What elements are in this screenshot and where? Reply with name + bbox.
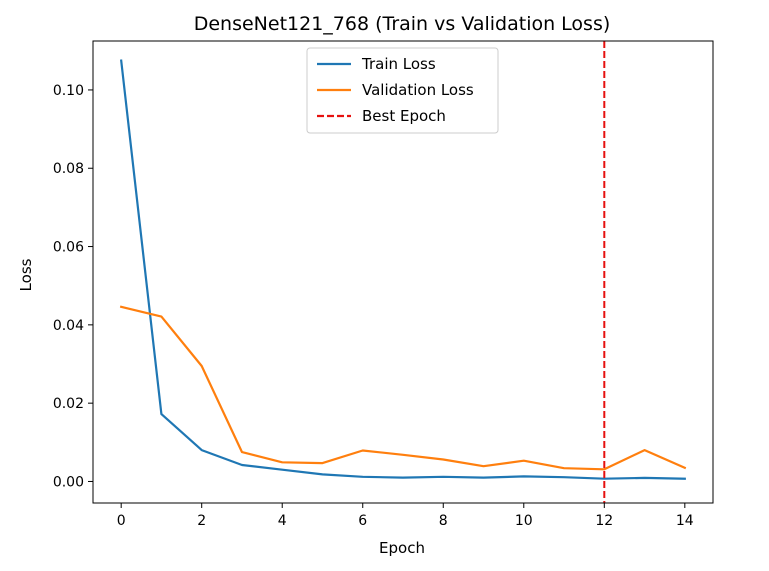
y-tick-label: 0.10 [53, 83, 84, 99]
legend-label: Train Loss [361, 55, 436, 73]
legend-label: Validation Loss [362, 81, 474, 99]
x-tick-label: 4 [278, 513, 287, 529]
x-tick-label: 0 [117, 513, 126, 529]
legend: Train Loss Validation Loss Best Epoch [306, 47, 499, 134]
x-tick-label: 2 [197, 513, 206, 529]
x-axis-label: Epoch [379, 539, 425, 557]
plot-frame [92, 40, 714, 504]
y-tick-label: 0.08 [53, 161, 84, 177]
x-tick-label: 10 [515, 513, 533, 529]
y-tick-label: 0.00 [53, 474, 84, 490]
series-line-train-loss [119, 59, 686, 480]
x-tick-label: 12 [595, 513, 613, 529]
legend-box [306, 47, 499, 134]
series-line-validation-loss [119, 305, 687, 471]
y-tick-label: 0.04 [53, 318, 84, 334]
chart-title: DenseNet121_768 (Train vs Validation Los… [194, 13, 611, 35]
y-tick-label: 0.02 [53, 396, 84, 412]
x-tick-label: 6 [358, 513, 367, 529]
x-tick-label: 8 [439, 513, 448, 529]
y-tick-label: 0.06 [53, 240, 84, 256]
y-axis-label: Loss [17, 258, 35, 291]
x-tick-label: 14 [676, 513, 694, 529]
legend-label: Best Epoch [362, 107, 446, 125]
